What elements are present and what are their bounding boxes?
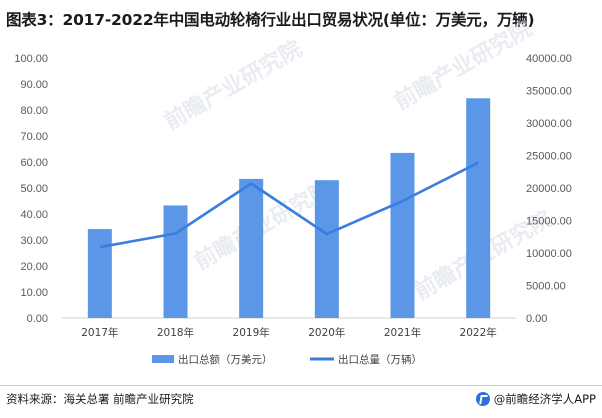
x-tick-label: 2018年 xyxy=(157,326,194,339)
left-tick-label: 50.00 xyxy=(20,183,48,195)
legend-bar-swatch xyxy=(152,355,174,363)
bar xyxy=(87,229,112,318)
right-tick-label: 35000.00 xyxy=(526,86,572,98)
bar xyxy=(239,178,264,318)
bar xyxy=(314,180,339,318)
x-tick-label: 2022年 xyxy=(460,326,497,339)
left-tick-label: 100.00 xyxy=(14,53,48,65)
chart-title: 图表3：2017-2022年中国电动轮椅行业出口贸易状况(单位：万美元，万辆) xyxy=(6,11,535,29)
watermark-text: 前瞻产业研究院 xyxy=(160,36,306,136)
left-axis-ticks: 0.00 10.00 20.00 30.00 40.00 50.00 60.00 70.00 8… xyxy=(14,53,48,325)
x-tick-label: 2020年 xyxy=(308,326,345,339)
right-tick-label: 30000.00 xyxy=(526,118,572,130)
bar xyxy=(466,98,491,318)
right-tick-label: 40000.00 xyxy=(526,53,572,65)
left-tick-label: 10.00 xyxy=(20,287,48,299)
left-tick-label: 80.00 xyxy=(20,105,48,117)
brand-credit: @前瞻经济学人APP xyxy=(475,391,596,407)
x-tick-label: 2017年 xyxy=(81,326,118,339)
legend: 出口总额（万美元） 出口总量（万辆） xyxy=(152,353,422,366)
right-tick-label: 5000.00 xyxy=(526,281,566,293)
left-tick-label: 70.00 xyxy=(20,131,48,143)
watermark-layer: 前瞻产业研究院前瞻产业研究院前瞻产业研究院前瞻产业研究院 xyxy=(160,16,556,306)
left-tick-label: 30.00 xyxy=(20,235,48,247)
bar-series xyxy=(87,98,491,318)
right-tick-label: 0.00 xyxy=(526,313,547,325)
right-tick-label: 25000.00 xyxy=(526,151,572,163)
right-axis-ticks: 0.00 5000.00 10000.00 15000.00 20000.00 25000… xyxy=(526,53,572,325)
footer-divider xyxy=(0,385,602,386)
brand-text: @前瞻经济学人APP xyxy=(493,392,596,406)
right-tick-label: 20000.00 xyxy=(526,183,572,195)
x-axis-ticks: 2017年 2018年 2019年 2020年 2021年 2022年 xyxy=(81,326,497,339)
x-tick-label: 2021年 xyxy=(384,326,421,339)
right-tick-label: 10000.00 xyxy=(526,248,572,260)
brand-logo-icon xyxy=(475,392,490,406)
source-note: 资料来源：海关总署 前瞻产业研究院 xyxy=(6,392,194,406)
watermark-text: 前瞻产业研究院 xyxy=(390,16,536,116)
right-tick-label: 15000.00 xyxy=(526,216,572,228)
left-tick-label: 60.00 xyxy=(20,157,48,169)
left-tick-label: 40.00 xyxy=(20,209,48,221)
line-series xyxy=(99,161,479,249)
bar xyxy=(390,152,415,318)
chart-plot: 前瞻产业研究院前瞻产业研究院前瞻产业研究院前瞻产业研究院 0.00 10.00 20… xyxy=(14,16,572,366)
bar xyxy=(163,205,188,318)
legend-bar-label: 出口总额（万美元） xyxy=(178,353,273,366)
left-tick-label: 0.00 xyxy=(27,313,48,325)
left-tick-label: 20.00 xyxy=(20,261,48,273)
left-tick-label: 90.00 xyxy=(20,79,48,91)
x-tick-label: 2019年 xyxy=(233,326,270,339)
legend-line-label: 出口总量（万辆） xyxy=(338,353,422,366)
